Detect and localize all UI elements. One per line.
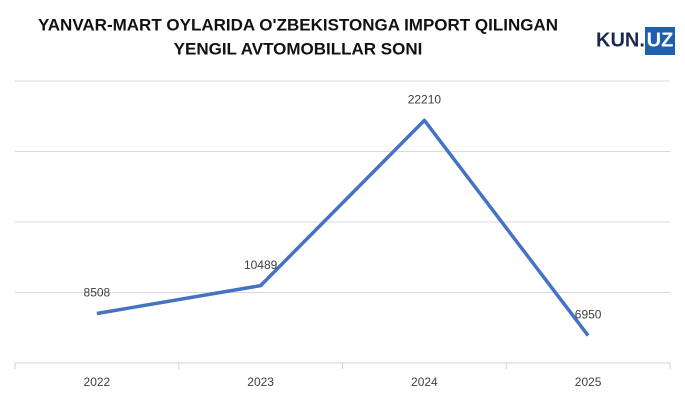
- logo-box: [645, 27, 675, 55]
- x-tick-label: 2025: [575, 375, 602, 389]
- x-tick-label: 2023: [247, 375, 274, 389]
- x-tick-label: 2024: [411, 375, 438, 389]
- data-label: 22210: [408, 93, 442, 107]
- data-label: 6950: [575, 308, 602, 322]
- chart-title: YANVAR-MART OYLARIDA O'ZBEKISTONGA IMPOR…: [38, 15, 558, 34]
- logo-text: KUN.: [596, 29, 645, 51]
- data-label: 8508: [84, 286, 111, 300]
- data-label: 10489: [244, 258, 278, 272]
- line: [96, 118, 590, 337]
- chart-title: YENGIL AVTOMOBILLAR SONI: [174, 39, 423, 58]
- logo-text: UZ: [647, 29, 674, 51]
- x-tick-label: 2022: [84, 375, 111, 389]
